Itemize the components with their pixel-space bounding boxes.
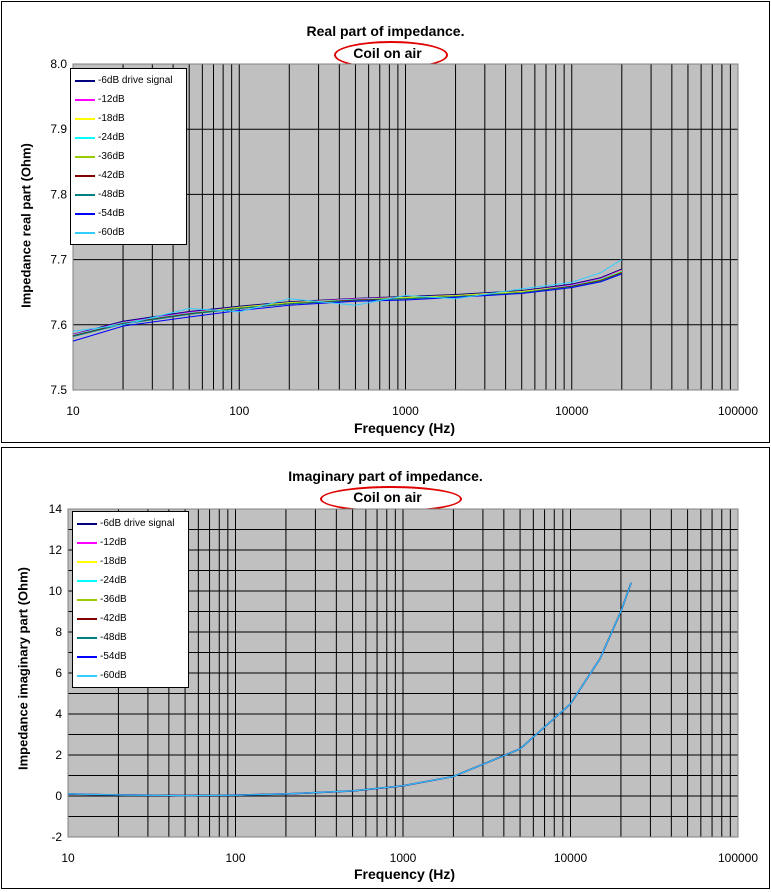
y-tick-label: 12 (49, 543, 63, 557)
legend-swatch (75, 117, 95, 120)
legend-entry: -42dB (77, 609, 184, 628)
imag-chart-x-axis-label: Frequency (Hz) (353, 866, 456, 882)
x-tick-label: 1000 (390, 851, 417, 865)
legend-label: -60dB (98, 227, 125, 238)
x-tick-label: 100 (225, 851, 245, 865)
x-tick-label: 10 (61, 851, 75, 865)
imag-chart-y-axis-label: Impedance imaginary part (Ohm) (15, 567, 31, 770)
legend-label: -18dB (100, 556, 127, 567)
legend-label: -18dB (98, 113, 125, 124)
x-tick-label: 10000 (555, 404, 589, 418)
legend-swatch (77, 636, 97, 639)
legend-swatch (75, 193, 95, 196)
series-line-9 (72, 259, 623, 332)
legend-label: -54dB (100, 651, 127, 662)
y-tick-label: 6 (55, 666, 62, 680)
x-tick-label: 10000 (554, 851, 588, 865)
x-tick-label: 100000 (718, 404, 758, 418)
y-tick-label: 7.6 (50, 318, 67, 332)
real-chart-subtitle: Coil on air (353, 45, 422, 61)
y-tick-label: 14 (49, 502, 63, 516)
legend-swatch (75, 231, 95, 234)
legend-label: -36dB (98, 151, 125, 162)
legend-label: -24dB (100, 575, 127, 586)
legend-entry: -18dB (75, 109, 182, 128)
legend-entry: -36dB (75, 147, 182, 166)
legend-entry: -48dB (75, 185, 182, 204)
legend-label: -54dB (98, 208, 125, 219)
x-tick-label: 1000 (392, 404, 419, 418)
legend-swatch (75, 174, 95, 177)
legend-swatch (75, 136, 95, 139)
legend-swatch (75, 212, 95, 215)
legend-label: -60dB (100, 670, 127, 681)
real-chart-legend: -6dB drive signal -12dB -18dB -24dB -36dB -42… (70, 68, 187, 245)
legend-entry: -36dB (77, 590, 184, 609)
y-tick-label: 10 (49, 584, 63, 598)
y-tick-label: 7.7 (50, 253, 67, 267)
y-tick-label: 8 (55, 625, 62, 639)
y-tick-label: 4 (55, 707, 62, 721)
y-tick-label: 2 (55, 748, 62, 762)
legend-entry: -60dB (75, 223, 182, 242)
legend-swatch (77, 560, 97, 563)
legend-entry: -6dB drive signal (75, 71, 182, 90)
legend-entry: -60dB (77, 666, 184, 685)
legend-entry: -12dB (77, 533, 184, 552)
legend-swatch (77, 655, 97, 658)
imag-chart-subtitle: Coil on air (353, 489, 422, 505)
legend-entry: -54dB (75, 204, 182, 223)
legend-swatch (75, 155, 95, 158)
real-chart-title: Real part of impedance. (306, 23, 465, 39)
series-line-9 (67, 582, 632, 797)
imag-chart-panel: Imaginary part of impedance. Coil on air… (1, 447, 770, 889)
legend-label: -36dB (100, 594, 127, 605)
x-tick-label: 100 (229, 404, 249, 418)
legend-label: -48dB (98, 189, 125, 200)
x-tick-label: 10 (66, 404, 80, 418)
legend-swatch (77, 598, 97, 601)
legend-entry: -42dB (75, 166, 182, 185)
legend-entry: -24dB (77, 571, 184, 590)
plot-border (67, 508, 739, 838)
legend-entry: -24dB (75, 128, 182, 147)
legend-label: -42dB (98, 170, 125, 181)
legend-swatch (75, 79, 95, 82)
y-tick-label: 7.5 (50, 383, 67, 397)
legend-entry: -48dB (77, 628, 184, 647)
legend-swatch (77, 579, 97, 582)
legend-label: -24dB (98, 132, 125, 143)
legend-swatch (77, 541, 97, 544)
real-chart-x-axis-label: Frequency (Hz) (353, 420, 456, 436)
legend-label: -48dB (100, 632, 127, 643)
imag-chart-title: Imaginary part of impedance. (288, 468, 483, 484)
legend-label: -6dB drive signal (98, 75, 173, 86)
legend-label: -42dB (100, 613, 127, 624)
legend-label: -6dB drive signal (100, 518, 175, 529)
series-line-7 (72, 272, 622, 337)
legend-entry: -54dB (77, 647, 184, 666)
x-tick-label: 100000 (718, 851, 758, 865)
y-tick-label: 0 (55, 789, 62, 803)
imag-chart-legend: -6dB drive signal -12dB -18dB -24dB -36dB -42… (72, 511, 189, 688)
legend-label: -12dB (100, 537, 127, 548)
legend-entry: -18dB (77, 552, 184, 571)
legend-swatch (75, 98, 95, 101)
y-tick-label: 8.0 (50, 57, 67, 71)
real-chart-panel: Real part of impedance. Coil on air 7.5 7… (1, 1, 770, 443)
legend-entry: -12dB (75, 90, 182, 109)
legend-entry: -6dB drive signal (77, 514, 184, 533)
legend-swatch (77, 522, 97, 525)
legend-swatch (77, 674, 97, 677)
real-chart-y-axis-label: Impedance real part (Ohm) (18, 143, 34, 308)
legend-label: -12dB (98, 94, 125, 105)
y-tick-label: -2 (51, 830, 62, 844)
y-tick-label: 7.8 (50, 187, 67, 201)
y-tick-label: 7.9 (50, 122, 67, 136)
legend-swatch (77, 617, 97, 620)
